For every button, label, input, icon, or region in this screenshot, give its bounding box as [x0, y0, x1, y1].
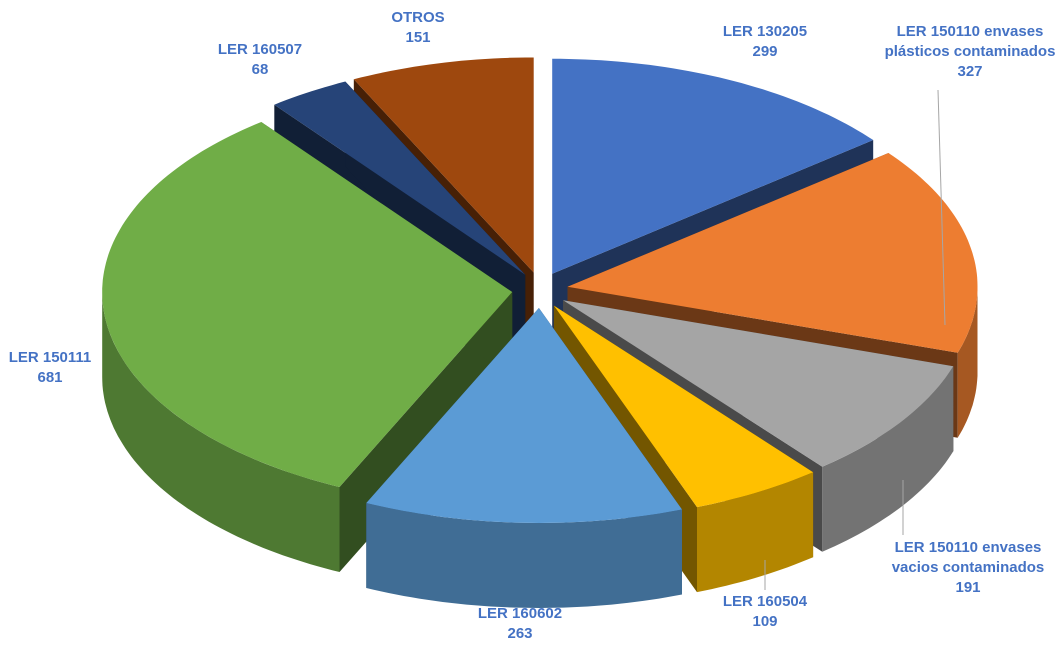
label-name: LER 160504 [722, 593, 808, 610]
label-value: 681 [37, 369, 63, 386]
slice [567, 153, 978, 353]
data-label: LER 160504 109 [690, 592, 840, 632]
slice-wall [957, 286, 978, 438]
data-label: LER 160507 68 [200, 40, 320, 80]
data-label: LER 130205 299 [680, 22, 850, 62]
label-name: LER 160602 [477, 605, 563, 622]
slice [563, 300, 954, 467]
label-value: 327 [957, 63, 983, 80]
data-label: LER 160602 263 [445, 604, 595, 644]
label-value: 299 [752, 43, 778, 60]
slice [274, 81, 526, 275]
slices [102, 57, 978, 608]
data-label: LER 150110 envases plásticos contaminado… [875, 22, 1055, 82]
label-name: LER 150111 [8, 349, 92, 366]
label-name: LER 150110 envases plásticos contaminado… [884, 23, 1055, 60]
label-value: 191 [955, 579, 981, 596]
leader-lines [764, 89, 946, 590]
label-value: 68 [251, 61, 269, 78]
slice-wall [822, 366, 954, 552]
label-name: LER 130205 [722, 23, 808, 40]
slice-wall [697, 472, 814, 593]
slice-wall [102, 292, 340, 572]
data-label: OTROS 151 [368, 8, 468, 48]
leader-line [937, 89, 946, 326]
slice [102, 122, 513, 487]
slice [366, 308, 682, 523]
data-label: LER 150110 envases vacios contaminados 19… [878, 538, 1055, 598]
slice [553, 305, 814, 508]
label-value: 263 [507, 625, 533, 642]
slice-wall [366, 503, 682, 608]
slice [353, 57, 534, 273]
label-value: 151 [405, 29, 431, 46]
data-label: LER 150111 681 [0, 348, 100, 388]
label-name: OTROS [391, 9, 445, 26]
label-name: LER 160507 [217, 41, 303, 58]
label-value: 109 [752, 613, 778, 630]
label-name: LER 150110 envases vacios contaminados [891, 539, 1045, 576]
slice [552, 58, 874, 274]
